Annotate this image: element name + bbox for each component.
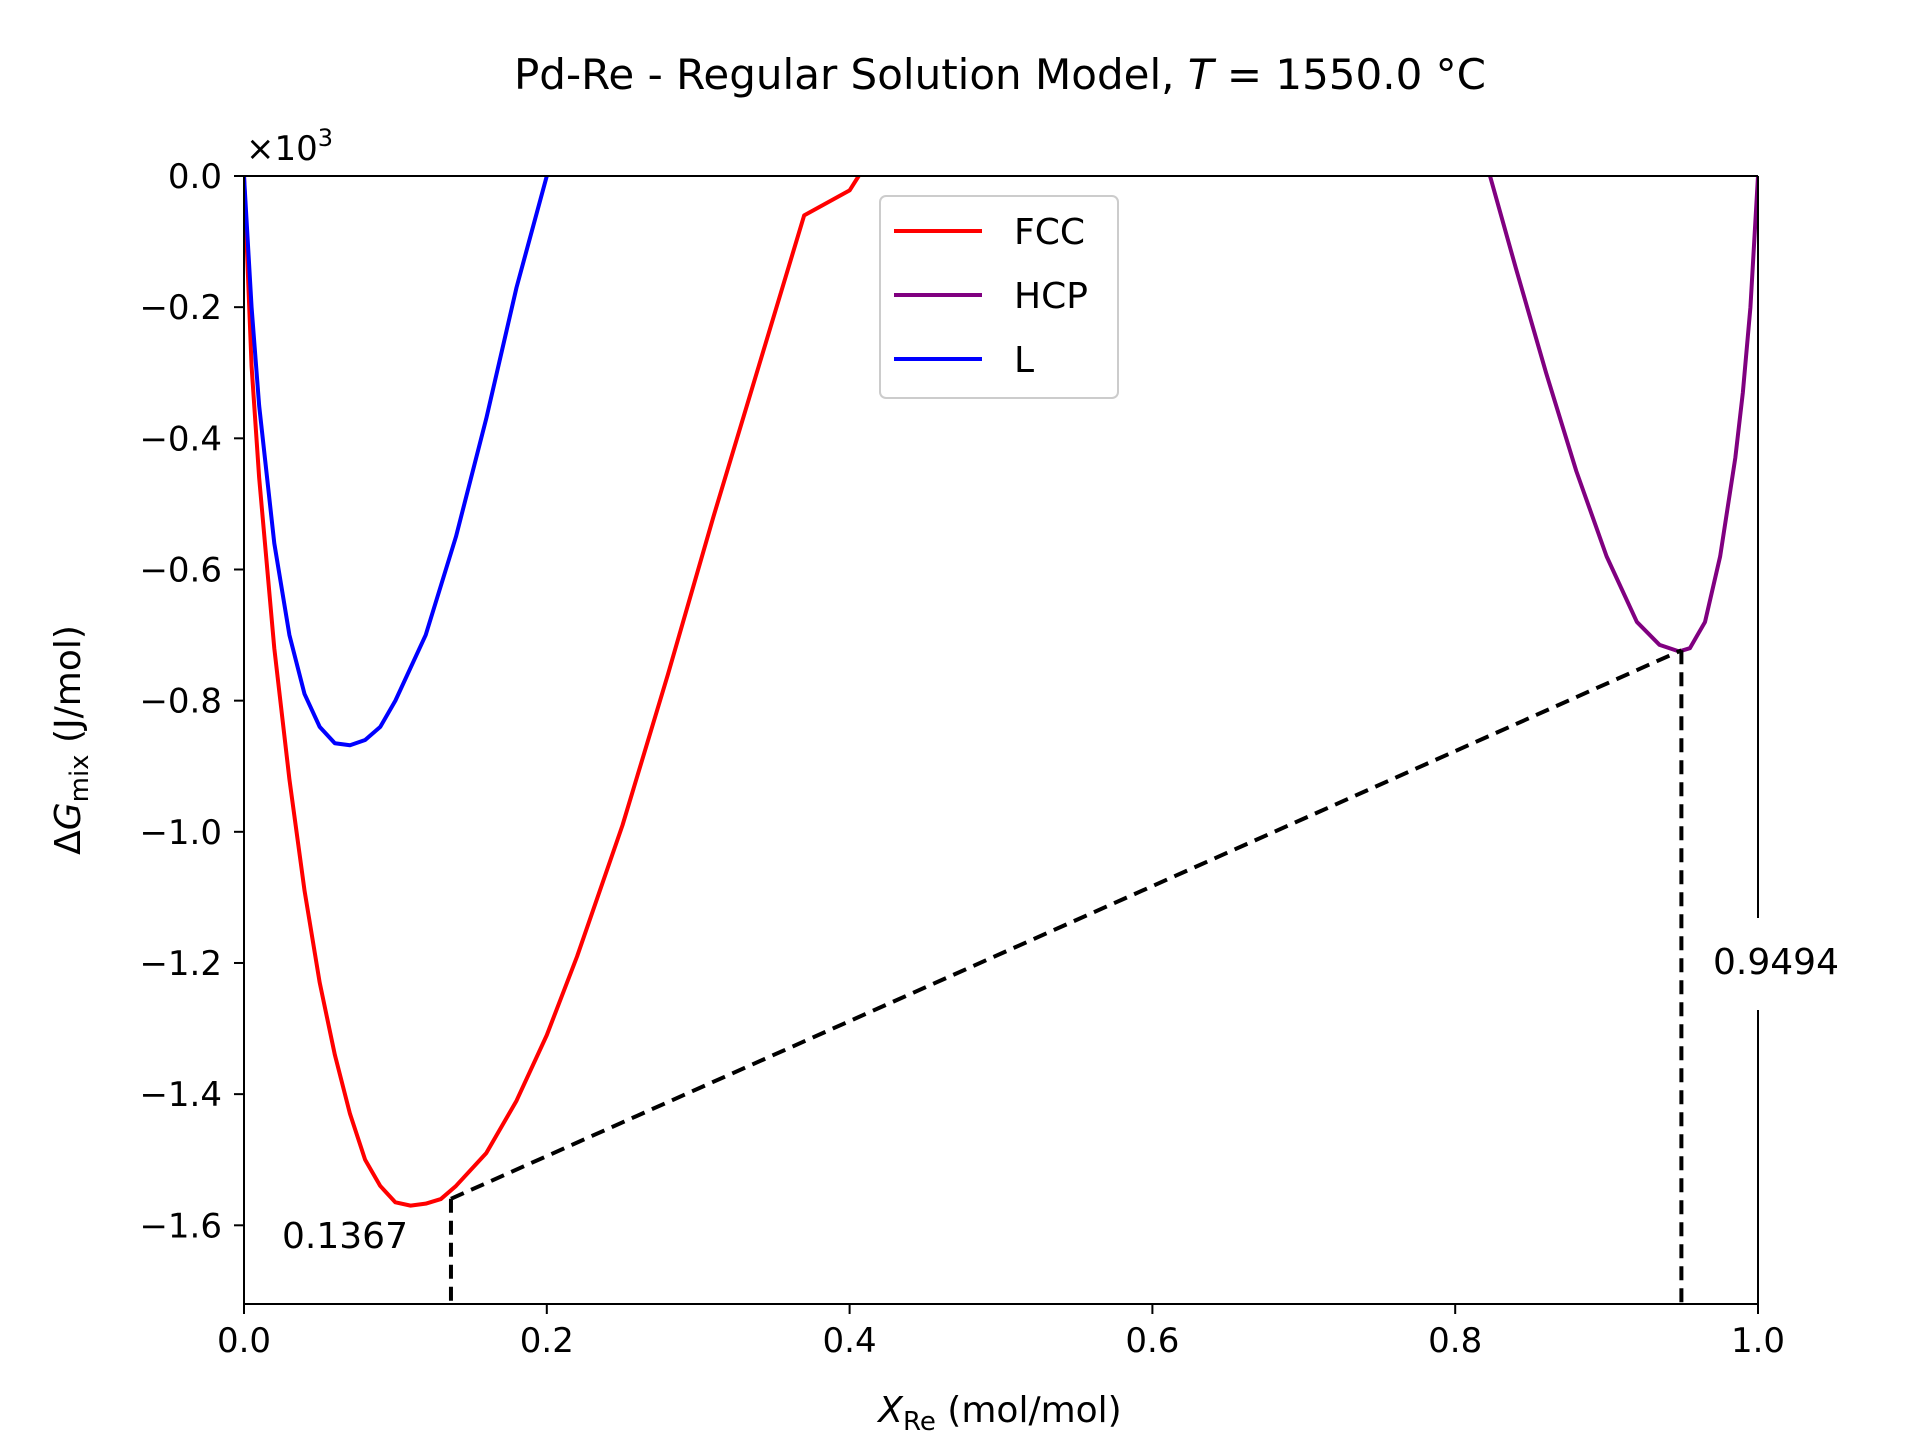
x-tick-label: 0.2 <box>520 1321 574 1361</box>
y-tick-label: −1.0 <box>139 813 222 853</box>
legend: FCC HCP L <box>879 195 1119 399</box>
y-ticks: 0.0 −0.2 −0.4 −0.6 −0.8 −1.0 −1.2 −1.4 −1.6 <box>139 157 244 1246</box>
annotation-left: 0.1367 <box>282 1216 408 1257</box>
annotation-right: 0.9494 <box>1713 942 1839 983</box>
annotation-layer: 0.1367 0.9494 <box>282 923 1856 1257</box>
x-tick-label: 0.0 <box>217 1321 271 1361</box>
x-tick-label: 0.6 <box>1125 1321 1179 1361</box>
y-axis-label: ΔGmix (J/mol) <box>48 625 95 855</box>
common-tangent-line <box>450 648 1683 1201</box>
y-tick-label: −0.6 <box>139 550 222 590</box>
legend-box <box>879 195 1119 399</box>
legend-label-l: L <box>1014 340 1034 381</box>
y-tick-label: −0.2 <box>139 288 222 328</box>
chart-title: Pd-Re - Regular Solution Model, T = 1550… <box>514 50 1486 99</box>
y-tick-label: −0.8 <box>139 682 222 722</box>
annotation-background <box>1696 923 1856 1009</box>
axes-frame <box>243 175 1759 1305</box>
y-tick-label: −1.4 <box>139 1075 222 1115</box>
series-line-fcc <box>244 176 861 1208</box>
series-line-l <box>244 176 549 748</box>
y-tick-label: 0.0 <box>168 157 222 197</box>
y-tick-label: −1.6 <box>139 1206 222 1246</box>
x-tick-label: 0.4 <box>823 1321 877 1361</box>
x-axis-label: XRe (mol/mol) <box>876 1390 1121 1437</box>
x-tick-label: 0.8 <box>1428 1321 1482 1361</box>
x-ticks: 0.0 0.2 0.4 0.6 0.8 1.0 <box>217 1304 1785 1361</box>
legend-label-hcp: HCP <box>1014 276 1088 317</box>
tangent-layer <box>448 648 1684 1304</box>
x-tick-label: 1.0 <box>1731 1321 1785 1361</box>
y-offset-label: ×103 <box>246 124 333 169</box>
y-tick-label: −0.4 <box>139 419 222 459</box>
y-tick-label: −1.2 <box>139 944 222 984</box>
legend-label-fcc: FCC <box>1014 212 1085 253</box>
